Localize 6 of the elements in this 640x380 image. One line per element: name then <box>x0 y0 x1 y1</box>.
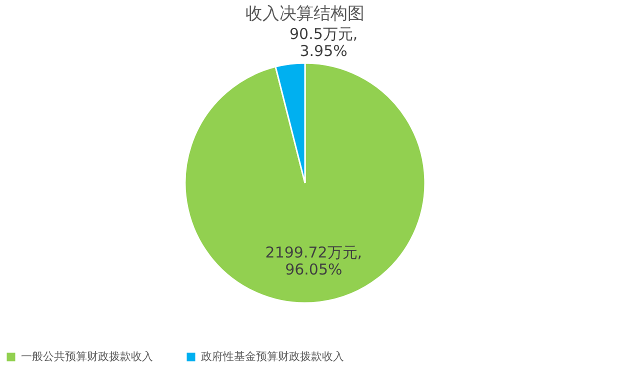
chart-title: 收入决算结构图 <box>246 4 364 24</box>
data-label: 2199.72万元, 96.05% <box>265 243 362 278</box>
pie-slice <box>184 62 426 304</box>
legend-label: 一般公共预算财政拨款收入 <box>21 350 153 363</box>
legend-label: 政府性基金预算财政拨款收入 <box>201 350 344 363</box>
data-label: 90.5万元, 3.95% <box>289 25 358 60</box>
